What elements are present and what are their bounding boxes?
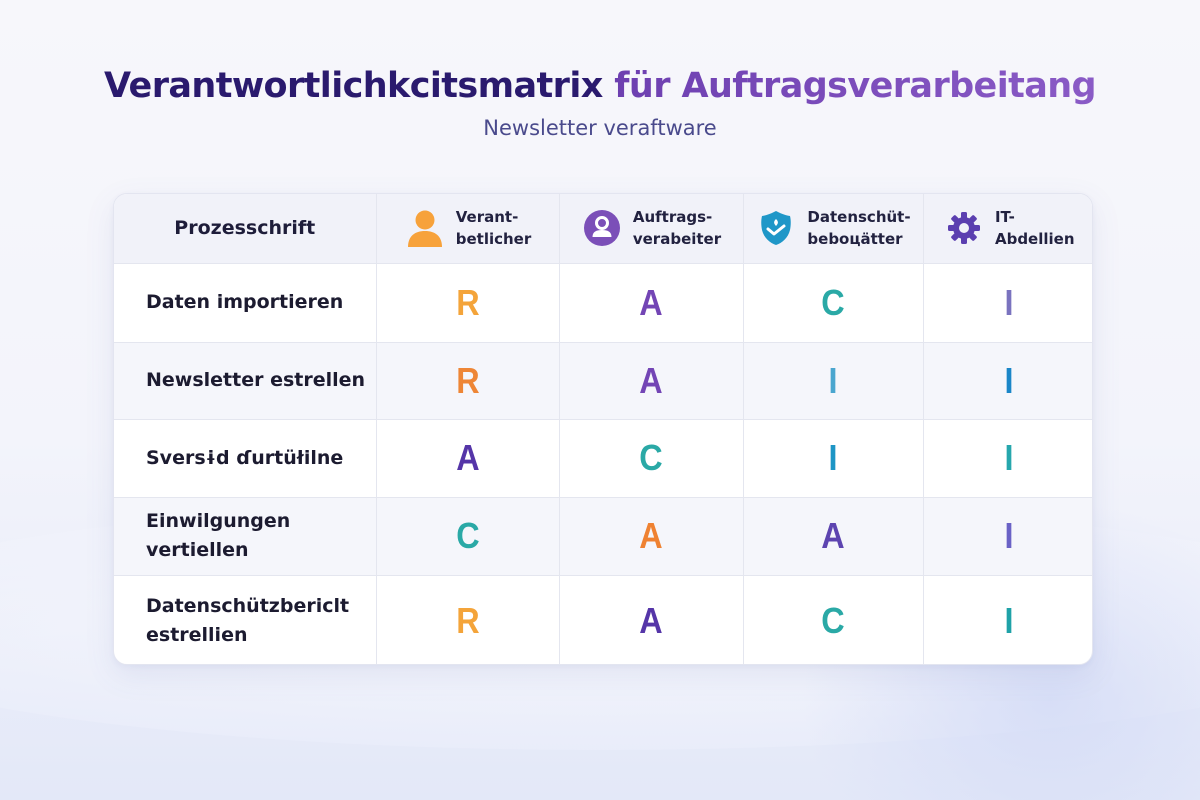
raci-cell: I (923, 263, 1092, 343)
raci-cell: A (743, 497, 924, 576)
raci-cell: C (743, 575, 924, 664)
raci-value: A (639, 359, 663, 401)
raci-value: A (639, 515, 663, 556)
role-label-line1: IT- (994, 208, 1015, 227)
raci-value: R (455, 281, 480, 323)
raci-cell: A (559, 497, 744, 576)
column-header-role-data-protection-officer: Datenschüt- beboцätter (743, 194, 924, 264)
raci-cell: A (559, 342, 744, 420)
column-header-process: Prozesschrift (114, 194, 377, 264)
table-row: Datenschützbericlt estrellien R A C I (114, 575, 1092, 664)
process-name-line1: Sversɨd ɗurtüłilne (146, 446, 344, 469)
process-name-line1: Newsletter estrellen (146, 369, 366, 391)
table-header-row: Prozesschrift Verant- betlicher (114, 194, 1092, 264)
user-circle-icon (581, 207, 623, 249)
role-label-line1: Auftrags- (632, 208, 713, 227)
role-label-line1: Datenschüt- (807, 208, 911, 227)
raci-value: I (1004, 599, 1014, 641)
role-label-line2: Abdellien (994, 230, 1075, 249)
raci-cell: C (743, 263, 924, 343)
raci-cell: R (376, 263, 560, 343)
raci-value: A (639, 281, 663, 323)
page-title: Verantwortlichkcitsmatrix für Auftragsve… (0, 66, 1200, 106)
raci-value: C (821, 599, 845, 641)
raci-cell: A (559, 575, 744, 664)
process-name: Newsletter estrellen (114, 342, 377, 420)
process-name-line1: Datenschützbericlt (146, 594, 350, 617)
raci-value: I (1004, 515, 1014, 556)
raci-value: A (455, 437, 480, 478)
role-label: Datenschüt- beboцätter (807, 206, 910, 250)
process-name-line1: Daten importieren (146, 291, 344, 313)
table-row: Sversɨd ɗurtüłilne A C I I (114, 419, 1092, 498)
raci-value: I (828, 359, 838, 401)
raci-cell: R (376, 342, 560, 420)
process-name-line2: estrellien (146, 623, 248, 646)
raci-cell: I (923, 419, 1092, 498)
role-label: Verant- betlicher (456, 206, 532, 250)
raci-cell: I (923, 342, 1092, 420)
raci-value: I (1004, 437, 1014, 478)
process-name: Daten importieren (114, 263, 377, 343)
shield-icon (755, 207, 797, 249)
raci-value: C (821, 281, 845, 323)
table-row: Newsletter estrellen R A I I (114, 342, 1092, 420)
raci-matrix-table: Prozesschrift Verant- betlicher (114, 194, 1092, 664)
role-label-line1: Verant- (455, 208, 519, 227)
process-name: Datenschützbericlt estrellien (114, 575, 377, 664)
raci-cell: I (743, 419, 924, 498)
process-name: Sversɨd ɗurtüłilne (114, 419, 377, 498)
column-header-role-responsible: Verant- betlicher (376, 194, 560, 264)
table-row: Einwilgungen vertiellen C A A I (114, 497, 1092, 576)
role-label: IT- Abdellien (995, 206, 1075, 250)
raci-cell: R (376, 575, 560, 664)
title-primary: Verantwortlichkcitsmatrix (103, 66, 603, 106)
raci-cell: I (923, 575, 1092, 664)
raci-matrix-card: Prozesschrift Verant- betlicher (113, 193, 1093, 665)
role-label-line2: betlicher (455, 230, 532, 249)
raci-value: A (639, 599, 663, 641)
raci-cell: C (559, 419, 744, 498)
raci-cell: I (923, 497, 1092, 576)
raci-cell: A (376, 419, 560, 498)
raci-cell: C (376, 497, 560, 576)
raci-cell: A (559, 263, 744, 343)
process-name: Einwilgungen vertiellen (114, 497, 377, 576)
raci-value: C (639, 437, 663, 478)
process-name-line2: vertiellen (146, 539, 249, 561)
title-accent: für Auftragsverarbeitang (614, 66, 1097, 106)
table-row: Daten importieren R A C I (114, 263, 1092, 343)
raci-value: I (1004, 281, 1014, 323)
role-label-line2: verabeiter (632, 230, 722, 249)
raci-value: R (455, 599, 480, 641)
column-header-role-it: IT- Abdellien (923, 194, 1092, 264)
raci-value: C (455, 515, 480, 556)
role-label-line2: beboцätter (807, 230, 903, 249)
role-label: Auftrags- verabeiter (633, 206, 721, 250)
gear-icon (943, 207, 985, 249)
raci-value: I (828, 437, 838, 478)
raci-value: A (821, 515, 845, 556)
raci-value: I (1004, 359, 1014, 401)
raci-value: R (455, 359, 480, 401)
person-icon (404, 207, 446, 249)
process-name-line1: Einwilgungen (146, 510, 291, 532)
column-header-role-processor: Auftrags- verabeiter (559, 194, 744, 264)
raci-cell: I (743, 342, 924, 420)
page-header: Verantwortlichkcitsmatrix für Auftragsve… (0, 66, 1200, 140)
page-subtitle: Newsletter veraftware (483, 116, 717, 140)
